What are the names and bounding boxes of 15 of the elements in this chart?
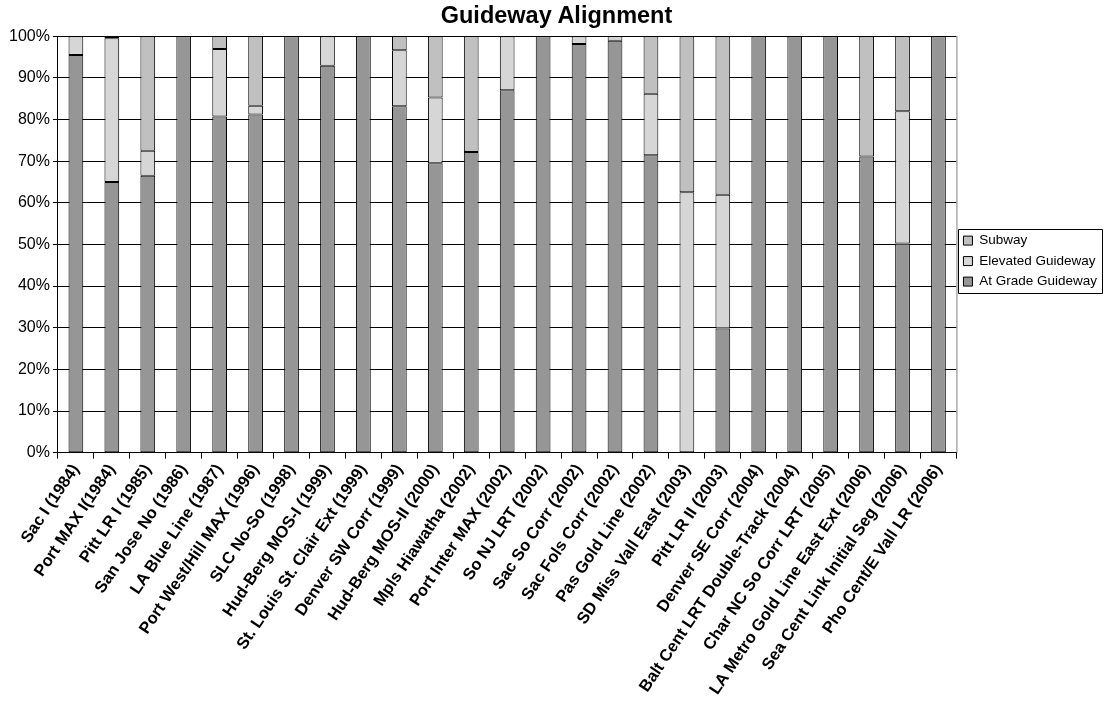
y-tick-label: 80%: [17, 109, 50, 127]
y-tick-label: 40%: [17, 276, 50, 294]
y-tick-label: 60%: [17, 193, 50, 211]
y-tick-label: 30%: [17, 318, 50, 336]
y-tick-label: 20%: [17, 359, 50, 377]
y-tick-label: 0%: [26, 443, 50, 461]
legend-label: Subway: [979, 232, 1028, 248]
y-tick-label: 10%: [17, 401, 50, 419]
y-tick-label: 70%: [17, 151, 50, 169]
y-tick-label: 100%: [9, 26, 50, 44]
chart-title: Guideway Alignment: [440, 1, 673, 28]
legend-label: At Grade Guideway: [979, 273, 1098, 289]
legend-label: Elevated Guideway: [979, 252, 1096, 268]
y-tick-label: 50%: [17, 234, 50, 252]
y-tick-label: 90%: [17, 68, 50, 86]
